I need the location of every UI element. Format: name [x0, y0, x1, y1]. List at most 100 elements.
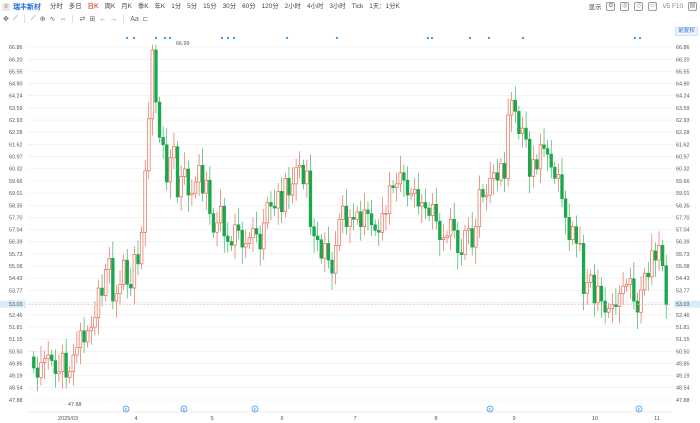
- event-dot: [487, 36, 491, 40]
- y-tick-right: 62.93: [676, 118, 690, 124]
- candle-body: [524, 127, 528, 140]
- candle-body: [132, 254, 137, 289]
- candle-body: [448, 218, 453, 237]
- candle-body: [664, 265, 668, 306]
- candle-body: [470, 228, 474, 248]
- display-dropdown[interactable]: 显示: [588, 4, 602, 11]
- candle-body: [492, 172, 496, 179]
- candle-body: [488, 178, 492, 196]
- drawing-tool-icon[interactable]: ⊕: [39, 16, 46, 23]
- rights-adjust-button[interactable]: 前复权: [675, 27, 698, 36]
- x-axis-label: 9: [512, 416, 515, 422]
- candle-body: [650, 250, 654, 278]
- x-axis-label: 4: [134, 416, 137, 422]
- drawing-tool-icon[interactable]: ⊞: [89, 16, 96, 23]
- candle-body: [423, 202, 428, 209]
- candle-body: [359, 211, 363, 227]
- x-axis-label: 2025/03: [58, 416, 78, 422]
- window-icon[interactable]: ▭: [648, 2, 658, 11]
- candle-body: [272, 205, 277, 209]
- candle-body: [326, 243, 331, 261]
- x-axis-label: 6: [280, 416, 283, 422]
- candle-body: [459, 252, 464, 255]
- period-tab[interactable]: 30分: [222, 3, 237, 10]
- period-tab[interactable]: 年K: [154, 3, 166, 10]
- drawing-tool-icon[interactable]: ✥: [3, 16, 9, 23]
- period-tab[interactable]: 周K: [104, 3, 116, 10]
- candle-body: [147, 118, 151, 172]
- drawing-tool-icon[interactable]: ⊏: [142, 16, 149, 23]
- chat-icon[interactable]: ◇: [634, 2, 644, 11]
- event-marker-icon: [251, 405, 259, 413]
- period-tab[interactable]: 120分: [261, 3, 279, 10]
- f10-link[interactable]: V5 F10: [662, 3, 683, 10]
- candle-body: [129, 284, 133, 289]
- y-tick-right: 60.32: [676, 167, 690, 173]
- candle-body: [78, 330, 83, 348]
- event-dot: [430, 36, 434, 40]
- stock-name[interactable]: 瑞丰新材: [13, 3, 41, 11]
- drawing-tool-icon[interactable]: →: [110, 15, 118, 23]
- period-tab[interactable]: Tick: [351, 3, 364, 10]
- period-tab[interactable]: 5分: [187, 3, 198, 10]
- event-dot: [163, 36, 167, 40]
- expand-icon[interactable]: ▤: [688, 2, 697, 11]
- settings-icon[interactable]: ⚙: [606, 2, 616, 11]
- y-tick-right: 48.54: [676, 386, 690, 392]
- y-tick-right: 58.35: [676, 203, 690, 209]
- y-tick-right: 50.50: [676, 349, 690, 355]
- camera-icon[interactable]: ◎: [620, 2, 630, 11]
- event-dot: [285, 36, 289, 40]
- event-marker-icon: [122, 405, 130, 413]
- drawing-tool-icon[interactable]: ⇔: [59, 15, 67, 23]
- period-tab[interactable]: 60分: [242, 3, 256, 10]
- y-tick-right: 56.39: [676, 240, 690, 246]
- period-tab[interactable]: 2小时: [284, 3, 302, 10]
- candle-body: [32, 356, 36, 369]
- candle-body: [614, 304, 618, 307]
- candle-body: [517, 111, 521, 134]
- y-tick-right: 64.24: [676, 94, 690, 100]
- drawing-tool-icon[interactable]: ⟋: [30, 15, 36, 22]
- y-tick-right: 49.85: [676, 361, 690, 367]
- drawing-tool-icon[interactable]: Aa: [130, 15, 139, 23]
- period-tab[interactable]: 1分: [171, 3, 182, 10]
- candle-body: [276, 191, 280, 209]
- candle-body: [625, 284, 629, 287]
- drawing-toolbar: ✥ ⟋ ⟋ ⊕ ∿ ⇔ ⇄ ⊞ ← → Aa ⊏: [0, 13, 700, 25]
- period-tab[interactable]: 季K: [137, 3, 149, 10]
- candle-body: [441, 237, 446, 240]
- candle-body: [254, 228, 259, 235]
- candle-body: [409, 192, 413, 196]
- y-tick-right: 61.62: [676, 142, 690, 148]
- period-tab[interactable]: 日K: [87, 3, 99, 10]
- period-tab[interactable]: 15分: [203, 3, 217, 10]
- event-dot: [426, 36, 430, 40]
- y-tick-left: 53.77: [9, 288, 23, 294]
- candle-body: [211, 213, 216, 233]
- toolbar-right: 显示 ⚙ ◎ ◇ ▭ V5 F10 ▤: [589, 0, 700, 13]
- current-price-tag-left: [0, 300, 26, 308]
- period-tab[interactable]: 分时: [50, 3, 63, 10]
- kline-chart[interactable]: 66.86 66.86 66.20 66.20 65.55 65.55 64.90 64.90…: [0, 25, 700, 423]
- drawing-tool-icon[interactable]: ⟋: [12, 15, 18, 22]
- period-tab[interactable]: 1天：1分K: [369, 3, 400, 10]
- period-tab[interactable]: 多日: [68, 3, 82, 10]
- candle-body: [89, 326, 93, 332]
- x-axis-label: 10: [592, 416, 598, 422]
- candle-body: [391, 185, 395, 188]
- drawing-tool-icon[interactable]: ∿: [49, 16, 56, 23]
- candle-body: [420, 202, 424, 207]
- y-tick-left: 48.54: [9, 386, 23, 392]
- period-tab[interactable]: 月K: [121, 3, 132, 10]
- menu-icon[interactable]: ≡: [2, 2, 10, 11]
- candle-body: [596, 285, 600, 304]
- x-axis-label: 8: [434, 416, 437, 422]
- period-tab[interactable]: 3小时: [329, 3, 346, 10]
- period-tab[interactable]: 4小时: [307, 3, 324, 10]
- drawing-tool-icon[interactable]: ⇄: [79, 16, 86, 23]
- candle-body: [452, 218, 456, 231]
- candle-body: [262, 222, 266, 250]
- event-dot: [232, 36, 236, 40]
- drawing-tool-icon[interactable]: ←: [99, 15, 107, 23]
